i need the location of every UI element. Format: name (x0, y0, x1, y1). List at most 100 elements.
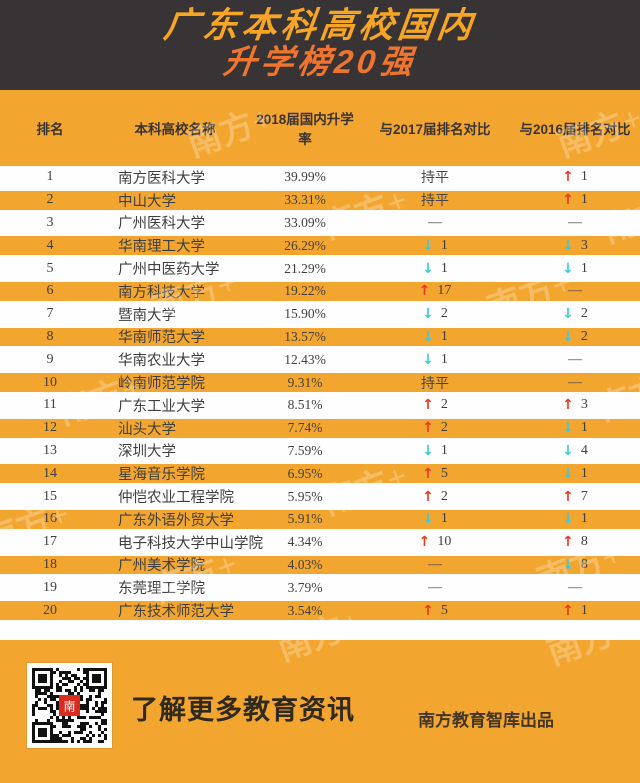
rank-change-value: 1 (580, 465, 588, 481)
vs2017-cell: ↑ 2 (360, 489, 510, 505)
rate-cell: 8.51% (287, 397, 323, 413)
vs2016-cell: — (510, 580, 640, 596)
down-arrow-icon: ↓ (562, 328, 574, 345)
vs2017-cell: ↓ 1 (360, 511, 510, 527)
rank-change-value: 4 (580, 442, 588, 458)
rate-cell: 4.34% (287, 534, 323, 550)
footer-cta-text: 了解更多教育资讯 (131, 695, 355, 725)
vs2016-cell: ↑ 7 (510, 489, 640, 505)
rank-cell: 16 (43, 511, 57, 527)
rank-change-value: 2 (440, 488, 448, 504)
vs2017-cell: ↑ 2 (360, 420, 510, 436)
table-row: 2 中山大学 33.31% 持平 ↑ 1 (0, 188, 640, 212)
vs2016-cell: ↓ 3 (510, 238, 640, 254)
rank-change-value: 8 (580, 534, 588, 550)
rank-change-value: 1 (440, 511, 448, 527)
table-row: 17 电子科技大学中山学院 4.34% ↑ 10 ↑ 8 (0, 530, 640, 554)
rate-cell: 12.43% (284, 351, 326, 367)
table-row: 16 广东外语外贸大学 5.91% ↓ 1 ↓ 1 (0, 507, 640, 531)
vs2016-cell: ↓ 1 (510, 420, 640, 436)
rate-cell: 33.31% (284, 192, 326, 208)
rank-cell: 4 (46, 237, 54, 253)
up-arrow-icon: ↑ (562, 397, 574, 414)
university-name-cell: 汕头大学 (118, 421, 176, 438)
rate-cell: 19.22% (284, 283, 326, 299)
rate-cell: 15.90% (284, 306, 326, 322)
no-data-dash: — (428, 214, 442, 230)
rate-cell: 39.99% (284, 169, 326, 185)
table-row: 7 暨南大学 15.90% ↓ 2 ↓ 2 (0, 302, 640, 326)
no-data-dash: — (568, 579, 582, 595)
rank-change-value: 1 (580, 169, 588, 185)
rank-cell: 12 (43, 420, 57, 436)
rate-cell: 7.59% (287, 442, 323, 458)
university-name-cell: 南方科技大学 (118, 284, 205, 301)
university-name-cell: 广东技术师范大学 (118, 604, 234, 621)
vs2016-cell: — (510, 215, 640, 231)
column-header-rank: 排名 (36, 122, 64, 137)
table-row: 18 广州美术学院 4.03% — ↓ 8 (0, 553, 640, 577)
university-name-cell: 华南农业大学 (118, 353, 205, 370)
vs2016-cell: ↓ 2 (510, 306, 640, 322)
down-arrow-icon: ↓ (562, 306, 574, 323)
rank-change-value: 1 (580, 192, 588, 208)
vs2016-cell: ↑ 1 (510, 192, 640, 208)
column-header-rate-2018: 2018届国内升学率 (256, 112, 354, 147)
rank-cell: 3 (46, 214, 54, 230)
university-name-cell: 华南师范大学 (118, 330, 205, 347)
rate-cell: 5.91% (287, 511, 323, 527)
university-name-cell: 广东外语外贸大学 (118, 512, 234, 529)
up-arrow-icon: ↑ (422, 465, 434, 482)
up-arrow-icon: ↑ (562, 602, 574, 619)
vs2017-cell: ↓ 1 (360, 443, 510, 459)
vs2017-cell: ↑ 5 (360, 466, 510, 482)
rank-change-value: 1 (580, 260, 588, 276)
vs2016-cell: — (510, 352, 640, 368)
rate-cell: 13.57% (284, 328, 326, 344)
rank-change-value: 5 (440, 602, 448, 618)
table-row: 1 南方医科大学 39.99% 持平 ↑ 1 (0, 166, 640, 189)
rank-cell: 13 (43, 442, 57, 458)
university-name-cell: 广东工业大学 (118, 398, 205, 415)
table-row: 14 星海音乐学院 6.95% ↑ 5 ↓ 1 (0, 462, 640, 486)
vs2017-cell: ↓ 1 (360, 329, 510, 345)
vs2016-cell: — (510, 283, 640, 299)
down-arrow-icon: ↓ (562, 511, 574, 528)
table-row: 15 仲恺农业工程学院 5.95% ↑ 2 ↑ 7 (0, 485, 640, 508)
down-arrow-icon: ↓ (562, 420, 574, 437)
vs2017-cell: ↑ 17 (360, 283, 510, 299)
university-name-cell: 广州美术学院 (118, 558, 205, 575)
university-name-cell: 星海音乐学院 (118, 467, 205, 484)
unchanged-label: 持平 (421, 171, 449, 187)
no-data-dash: — (428, 579, 442, 595)
rate-cell: 7.74% (287, 420, 323, 436)
university-name-cell: 广州医科大学 (118, 216, 205, 233)
vs2016-cell: ↓ 2 (510, 329, 640, 345)
down-arrow-icon: ↓ (562, 556, 574, 573)
vs2017-cell: ↑ 2 (360, 397, 510, 413)
poster-title-line1: 广东本科高校国内 (161, 6, 479, 45)
vs2017-cell: ↑ 5 (360, 603, 510, 619)
column-header-vs-2017: 与2017届排名对比 (379, 122, 491, 137)
rank-change-value: 1 (580, 511, 588, 527)
up-arrow-icon: ↑ (562, 488, 574, 505)
rank-change-value: 2 (580, 306, 588, 322)
rank-cell: 19 (43, 579, 57, 595)
qr-code-image: 南 (27, 663, 112, 748)
down-arrow-icon: ↓ (422, 306, 434, 323)
table-row: 12 汕头大学 7.74% ↑ 2 ↓ 1 (0, 416, 640, 440)
table-row: 4 华南理工大学 26.29% ↓ 1 ↓ 3 (0, 234, 640, 258)
down-arrow-icon: ↓ (562, 260, 574, 277)
vs2017-cell: — (360, 215, 510, 231)
table-row: 10 岭南师范学院 9.31% 持平 — (0, 371, 640, 394)
rank-cell: 17 (43, 534, 57, 550)
table-row: 8 华南师范大学 13.57% ↓ 1 ↓ 2 (0, 325, 640, 349)
rank-change-value: 17 (437, 283, 452, 299)
down-arrow-icon: ↓ (422, 260, 434, 277)
rank-change-value: 8 (580, 556, 588, 572)
rank-cell: 5 (46, 260, 54, 276)
table-row: 3 广州医科大学 33.09% — — (0, 211, 640, 235)
vs2016-cell: ↓ 1 (510, 261, 640, 277)
university-name-cell: 暨南大学 (118, 307, 176, 324)
